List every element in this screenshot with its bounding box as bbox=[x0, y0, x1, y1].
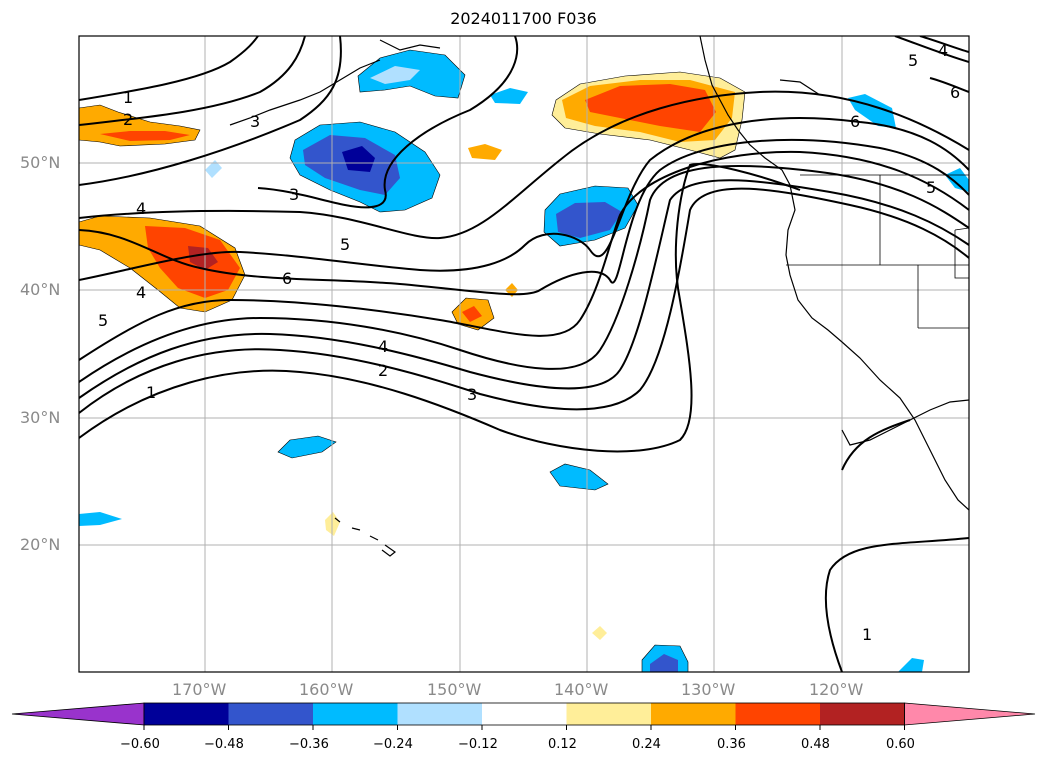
map-title: 2024011700 F036 bbox=[450, 9, 597, 28]
colorbar-segment bbox=[228, 703, 313, 725]
colorbar-tick-label: 0.12 bbox=[548, 737, 577, 752]
contour-label: 4 bbox=[378, 337, 388, 356]
contour-label: 1 bbox=[123, 88, 133, 107]
colorbar bbox=[11, 702, 1036, 730]
contour-label: 3 bbox=[467, 385, 477, 404]
contour-label: 4 bbox=[136, 283, 146, 302]
colorbar-segment bbox=[144, 703, 229, 725]
contour-label: 6 bbox=[282, 269, 292, 288]
colorbar-segment bbox=[820, 703, 905, 725]
lon-label: 140°W bbox=[554, 680, 609, 699]
contour-label: 5 bbox=[98, 311, 108, 330]
contour-label: 3 bbox=[289, 185, 299, 204]
colorbar-tick-label: −0.24 bbox=[373, 737, 413, 752]
colorbar-tick-label: 0.36 bbox=[717, 737, 746, 752]
lon-label: 150°W bbox=[427, 680, 482, 699]
colorbar-tick-label: 0.24 bbox=[632, 737, 661, 752]
contour-label: 6 bbox=[950, 83, 960, 102]
contour-label: 1 bbox=[146, 383, 156, 402]
colorbar-min-extension bbox=[11, 702, 145, 726]
contour-label: 3 bbox=[250, 112, 260, 131]
contour-label: 5 bbox=[340, 235, 350, 254]
colorbar-segment bbox=[651, 703, 736, 725]
colorbar-segment bbox=[397, 703, 482, 725]
contour-label: 2 bbox=[123, 110, 133, 129]
contour-label: 6 bbox=[850, 112, 860, 131]
contour-labels: 1 2 3 3 4 5 6 4 5 4 2 1 3 5 4 6 6 5 1 bbox=[98, 41, 960, 644]
contour-label: 4 bbox=[938, 41, 948, 60]
colorbar-tick-label: −0.60 bbox=[120, 737, 160, 752]
lat-label: 30°N bbox=[20, 408, 61, 427]
contour-label: 5 bbox=[926, 178, 936, 197]
plot-frame bbox=[78, 35, 970, 673]
plot-area: 1 2 3 3 4 5 6 4 5 4 2 1 3 5 4 6 6 5 1 bbox=[79, 36, 969, 672]
contour-label: 2 bbox=[378, 361, 388, 380]
colorbar-tick-label: −0.12 bbox=[458, 737, 498, 752]
height-contours bbox=[79, 36, 969, 672]
colorbar-segment bbox=[482, 703, 567, 725]
graticule bbox=[79, 36, 969, 672]
lat-label: 20°N bbox=[20, 535, 61, 554]
lat-label: 40°N bbox=[20, 280, 61, 299]
lon-label: 170°W bbox=[172, 680, 227, 699]
lat-label: 50°N bbox=[20, 153, 61, 172]
contour-label: 1 bbox=[862, 625, 872, 644]
lon-label: 130°W bbox=[681, 680, 736, 699]
colorbar-tick-label: 0.48 bbox=[801, 737, 830, 752]
contour-label: 5 bbox=[908, 51, 918, 70]
colorbar-segment bbox=[735, 703, 820, 725]
colorbar-tick-label: −0.36 bbox=[289, 737, 329, 752]
lon-label: 120°W bbox=[809, 680, 864, 699]
colorbar-max-extension bbox=[904, 702, 1036, 726]
colorbar-segment bbox=[313, 703, 398, 725]
contour-label: 4 bbox=[136, 199, 146, 218]
colorbar-tick-label: 0.60 bbox=[886, 737, 915, 752]
colorbar-segment bbox=[566, 703, 651, 725]
colorbar-tick-label: −0.48 bbox=[204, 737, 244, 752]
lon-label: 160°W bbox=[299, 680, 354, 699]
borders bbox=[786, 174, 969, 329]
